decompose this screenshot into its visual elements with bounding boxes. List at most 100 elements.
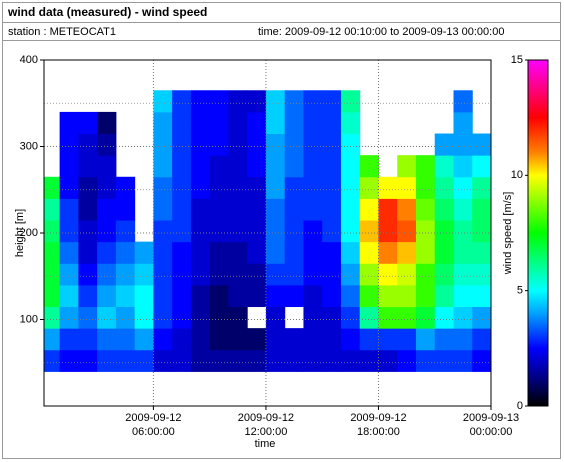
heatmap-cell: [247, 111, 267, 135]
colorbar-tick-label: 0: [517, 400, 523, 412]
heatmap-cell: [44, 349, 61, 372]
heatmap-cell: [209, 155, 229, 178]
heatmap-cell: [322, 284, 342, 308]
heatmap-cell: [153, 155, 173, 178]
heatmap-cell: [59, 220, 79, 243]
heatmap-cell: [247, 155, 267, 178]
heatmap-cell: [134, 349, 154, 372]
heatmap-cell: [322, 111, 342, 135]
heatmap-cell: [340, 241, 361, 264]
heatmap-cell: [472, 133, 492, 156]
chart-title: wind data (measured) - wind speed: [7, 5, 207, 19]
heatmap-cell: [397, 349, 417, 372]
heatmap-cell: [434, 263, 454, 286]
y-tick-label: 100: [20, 313, 38, 325]
heatmap-cell: [228, 155, 248, 178]
heatmap-cell: [359, 176, 379, 199]
heatmap-cell: [153, 241, 173, 264]
heatmap-cell: [284, 284, 304, 308]
heatmap-cell: [44, 328, 61, 351]
heatmap-cell: [397, 155, 417, 178]
heatmap-cell: [284, 176, 304, 199]
heatmap-cell: [44, 241, 61, 264]
heatmap-cell: [359, 306, 379, 329]
heatmap-cell: [153, 176, 173, 199]
heatmap-cell: [172, 263, 192, 286]
heatmap-cell: [228, 111, 248, 135]
heatmap-cell: [359, 198, 379, 221]
heatmap-cell: [284, 241, 304, 264]
heatmap-cell: [59, 349, 79, 372]
heatmap-cell: [190, 133, 211, 156]
heatmap-cell: [453, 263, 473, 286]
heatmap-cell: [78, 241, 98, 264]
heatmap-cell: [247, 198, 267, 221]
heatmap-cell: [415, 220, 436, 243]
heatmap-cell: [228, 176, 248, 199]
heatmap-cell: [453, 284, 473, 308]
heatmap-cell: [303, 176, 323, 199]
heatmap-cell: [340, 111, 361, 135]
heatmap-cell: [97, 349, 117, 372]
heatmap-cell: [134, 263, 154, 286]
heatmap-cell: [322, 349, 342, 372]
heatmap-cell: [453, 90, 473, 113]
heatmap-cell: [209, 220, 229, 243]
heatmap-cell: [322, 133, 342, 156]
heatmap-cell: [115, 328, 136, 351]
heatmap-cell: [265, 328, 286, 351]
heatmap-cell: [172, 284, 192, 308]
heatmap-cell: [453, 155, 473, 178]
heatmap-cell: [228, 220, 248, 243]
y-axis-label: height [m]: [14, 209, 26, 257]
heatmap-cell: [59, 198, 79, 221]
heatmap-cell: [190, 220, 211, 243]
heatmap-cell: [453, 133, 473, 156]
heatmap-cell: [97, 155, 117, 178]
x-tick-label: 2009-09-12 18:00:00: [350, 412, 406, 438]
heatmap-cell: [78, 328, 98, 351]
x-axis-label: time: [255, 438, 276, 450]
heatmap-cell: [97, 241, 117, 264]
heatmap-cell: [115, 176, 136, 199]
heatmap-cell: [303, 284, 323, 308]
heatmap-cell: [472, 284, 492, 308]
heatmap-cell: [172, 241, 192, 264]
heatmap-cell: [378, 220, 398, 243]
heatmap-cell: [340, 284, 361, 308]
heatmap-cell: [472, 220, 492, 243]
heatmap-cell: [172, 349, 192, 372]
heatmap-cell: [190, 111, 211, 135]
heatmap-cell: [472, 349, 492, 372]
heatmap-cell: [153, 111, 173, 135]
heatmap-cell: [190, 198, 211, 221]
heatmap-cell: [228, 241, 248, 264]
heatmap-cell: [153, 306, 173, 329]
heatmap-cell: [59, 328, 79, 351]
heatmap-cell: [153, 220, 173, 243]
heatmap-cell: [190, 328, 211, 351]
heatmap-cell: [265, 155, 286, 178]
heatmap-cell: [434, 306, 454, 329]
heatmap-cell: [284, 220, 304, 243]
heatmap-cell: [59, 111, 79, 135]
heatmap-cell: [303, 90, 323, 113]
heatmap-cell: [78, 220, 98, 243]
heatmap-cell: [209, 198, 229, 221]
heatmap-cell: [190, 306, 211, 329]
heatmap-cell: [434, 241, 454, 264]
heatmap-cell: [415, 349, 436, 372]
heatmap-cell: [44, 306, 61, 329]
heatmap-cell: [209, 349, 229, 372]
heatmap-cell: [115, 349, 136, 372]
heatmap-cell: [247, 284, 267, 308]
heatmap-cell: [153, 90, 173, 113]
heatmap-cell: [265, 176, 286, 199]
heatmap-cell: [472, 155, 492, 178]
heatmap-cell: [359, 349, 379, 372]
heatmap-cell: [172, 198, 192, 221]
heatmap-cell: [172, 90, 192, 113]
y-tick-label: 400: [20, 54, 38, 66]
heatmap-cell: [322, 198, 342, 221]
